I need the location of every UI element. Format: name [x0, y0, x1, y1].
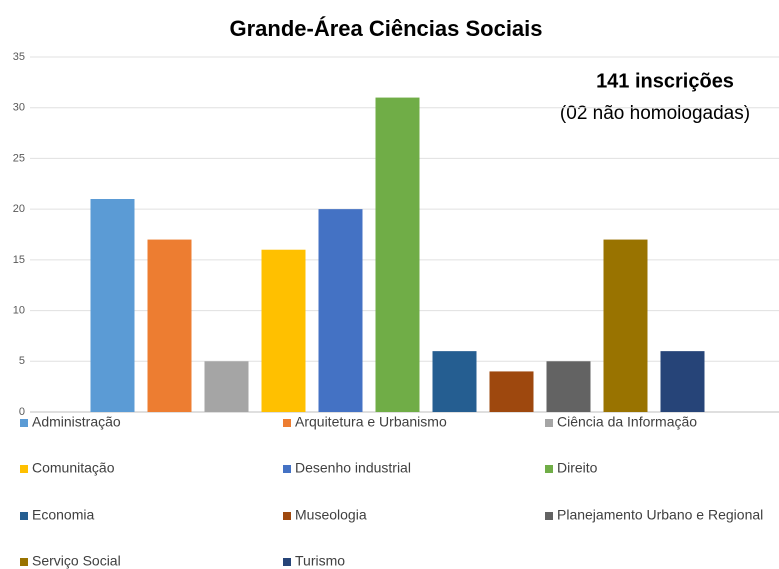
bar: [546, 361, 591, 412]
y-tick-label: 15: [13, 254, 25, 266]
legend-swatch: [545, 512, 553, 520]
y-tick-label: 5: [19, 355, 25, 367]
bar: [375, 97, 420, 413]
legend-label: Desenho industrial: [295, 460, 411, 476]
legend-label: Ciência da Informação: [557, 414, 697, 430]
chart-title: Grande-Área Ciências Sociais: [229, 16, 542, 41]
legend-swatch: [283, 512, 291, 520]
legend-label: Planejamento Urbano e Regional: [557, 507, 763, 523]
legend-label: Administração: [32, 414, 121, 430]
annotation: 141 inscrições: [596, 70, 734, 92]
y-tick-label: 35: [13, 51, 25, 63]
legend-swatch: [20, 558, 28, 566]
bar: [603, 239, 648, 412]
bar: [432, 351, 477, 412]
legend-swatch: [283, 558, 291, 566]
bar: [660, 351, 705, 412]
y-tick-label: 0: [19, 406, 25, 418]
legend-swatch: [20, 465, 28, 473]
bar: [489, 371, 534, 412]
bar: [318, 209, 363, 412]
y-tick-label: 30: [13, 102, 25, 114]
bar: [261, 249, 306, 412]
legend-swatch: [20, 512, 28, 520]
y-tick-label: 25: [13, 152, 25, 164]
legend-label: Turismo: [295, 553, 345, 569]
y-tick-label: 10: [13, 304, 25, 316]
legend-label: Arquitetura e Urbanismo: [295, 414, 447, 430]
y-tick-label: 20: [13, 203, 25, 215]
legend-swatch: [20, 419, 28, 427]
legend-label: Museologia: [295, 507, 367, 523]
legend-swatch: [283, 465, 291, 473]
legend-swatch: [545, 465, 553, 473]
legend-swatch: [545, 419, 553, 427]
bar: [90, 199, 135, 412]
legend-label: Serviço Social: [32, 553, 121, 569]
bar: [147, 239, 192, 412]
legend-label: Comunitação: [32, 460, 115, 476]
legend-label: Direito: [557, 460, 598, 476]
bar: [204, 361, 249, 412]
legend-swatch: [283, 419, 291, 427]
legend-label: Economia: [32, 507, 94, 523]
annotation: (02 não homologadas): [560, 103, 750, 124]
